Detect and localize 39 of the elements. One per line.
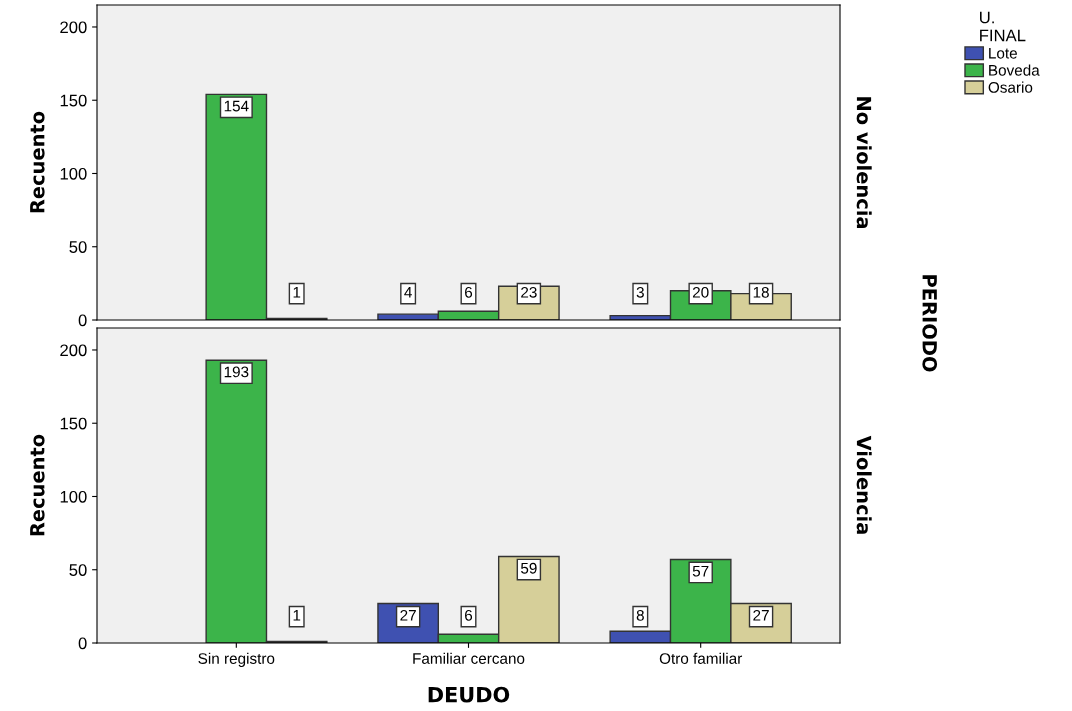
data-label: 6 [465,609,473,621]
data-label: 1 [293,287,301,298]
legend-label: Osario [988,81,1033,93]
legend-title: U. FINAL [980,11,1026,42]
y-axis-title: Recuento [30,111,45,213]
text: No violencia [856,97,872,229]
data-label: 27 [400,609,416,621]
x-tick-label: Otro familiar [659,652,743,664]
y-tick-label: 150 [60,417,87,430]
y-tick-label: 50 [69,241,87,253]
x-tick-label: Sin registro [198,652,275,667]
data-label: 20 [692,286,709,298]
data-label: 59 [520,562,537,574]
y-tick-label: 0 [78,314,87,327]
legend-label: Lote [989,47,1017,59]
data-label: 3 [636,286,644,298]
data-label: 154 [224,100,249,112]
y-tick-label: 200 [60,21,87,34]
y-tick-label: 100 [60,490,87,503]
y-axis-title: Recuento [30,434,45,536]
y-tick-label: 50 [69,564,87,576]
data-label: 8 [636,609,644,621]
data-label: 193 [224,366,249,378]
data-label: 57 [692,565,709,577]
legend-label: Boveda [989,64,1040,76]
text: PERIODO [922,275,938,372]
x-axis-title: DEUDO [428,686,510,703]
y-tick-label: 150 [60,94,87,107]
data-label: 1 [293,610,301,621]
x-tick-label: Familiar cercano [413,652,525,664]
data-label: 27 [753,609,769,621]
data-label: 4 [404,287,412,298]
data-label: 6 [465,286,473,298]
y-tick-label: 200 [60,344,87,357]
data-label: 18 [753,286,769,298]
y-tick-label: 0 [78,637,87,650]
text: Violencia [856,435,872,534]
y-tick-label: 100 [60,167,87,180]
data-label: 23 [521,286,537,298]
